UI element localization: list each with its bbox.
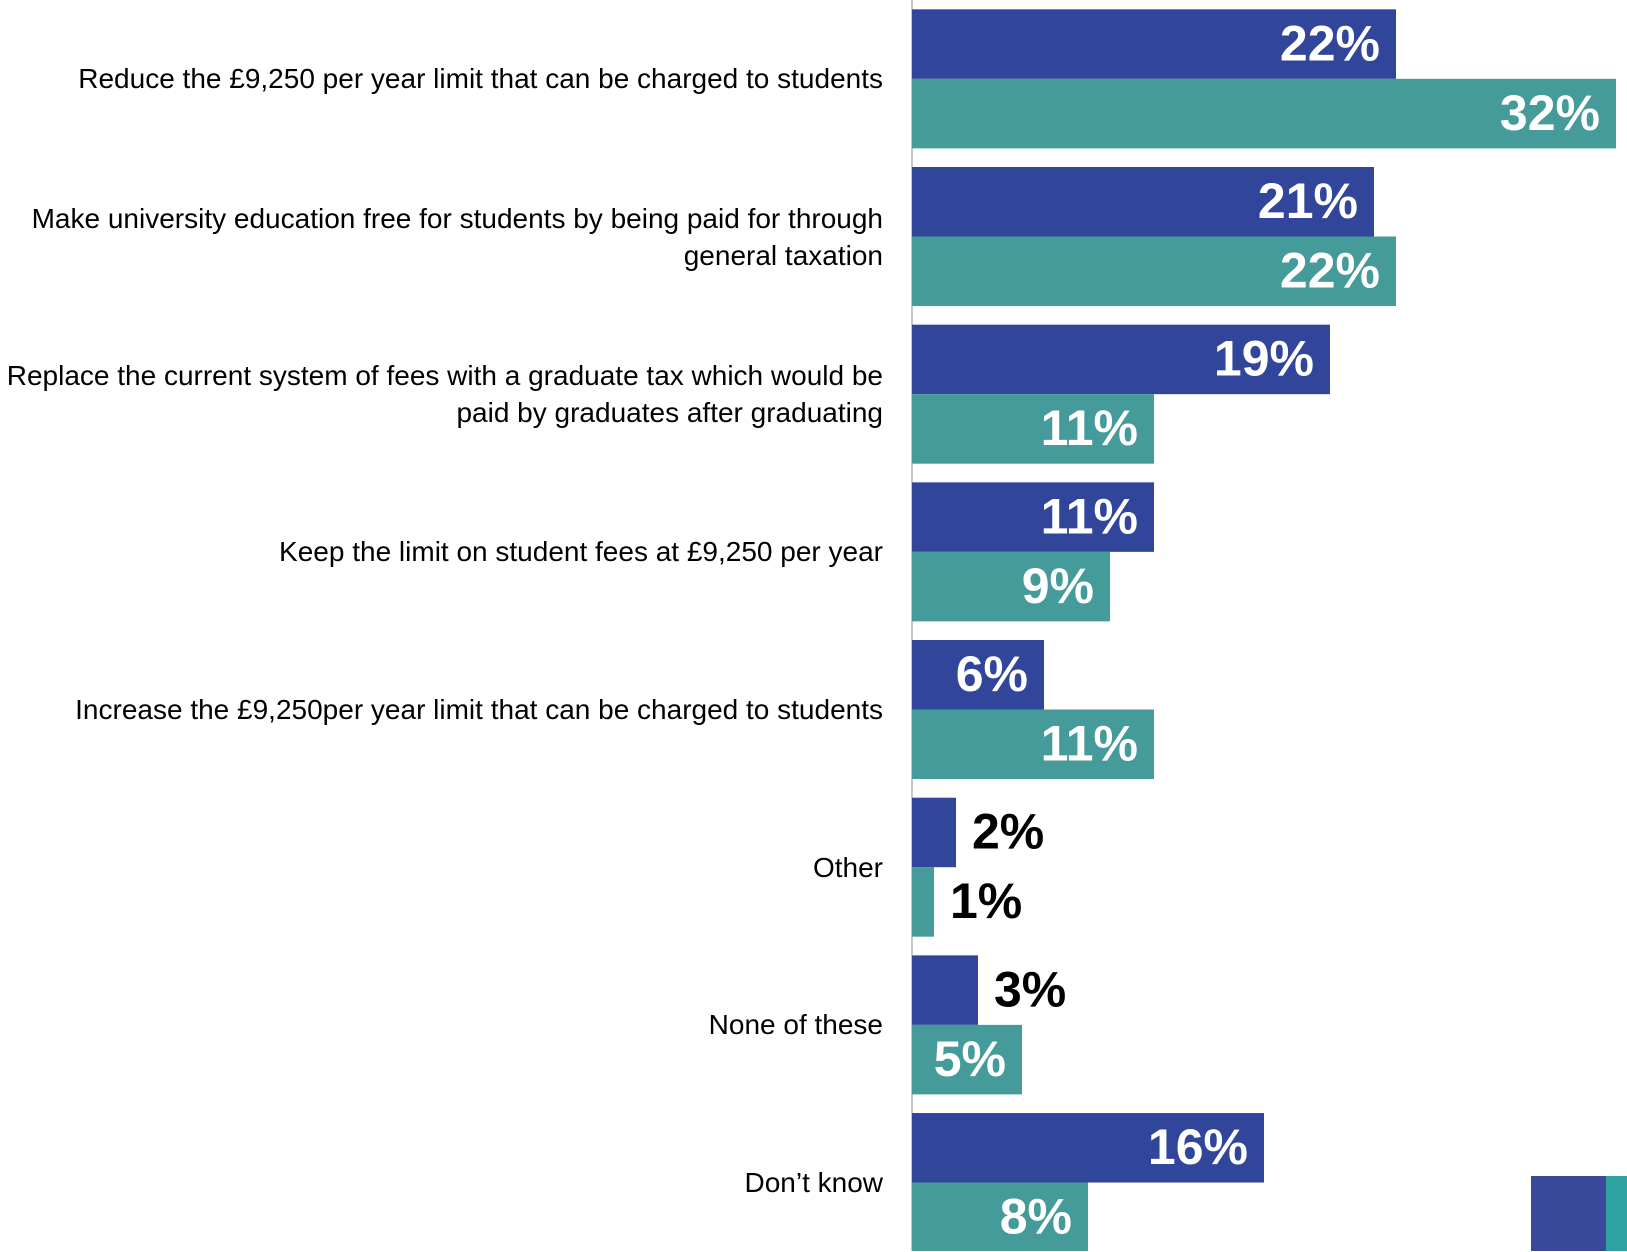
category-label: Keep the limit on student fees at £9,250… (279, 536, 883, 568)
value-label: 2% (972, 804, 1044, 860)
bar (912, 9, 1396, 79)
value-label: 22% (1280, 15, 1380, 71)
bar (912, 955, 978, 1025)
value-label: 6% (956, 646, 1028, 702)
value-label: 1% (950, 873, 1022, 929)
value-label: 11% (1041, 715, 1138, 771)
value-label: 9% (1022, 558, 1094, 614)
logo-accent (1606, 1176, 1627, 1251)
value-label: 8% (1000, 1188, 1072, 1244)
value-label: 3% (994, 961, 1066, 1017)
bar (912, 78, 1616, 149)
value-label: 11% (1041, 400, 1138, 456)
bar (912, 1182, 1088, 1251)
category-label: Other (812, 851, 883, 883)
category-label: Make university education free for stude… (31, 202, 883, 271)
value-label: 22% (1280, 242, 1380, 298)
value-label: 21% (1258, 173, 1358, 229)
category-label: Replace the current system of fees with … (6, 360, 883, 429)
bar (912, 867, 934, 937)
bar (912, 394, 1154, 464)
category-label: Increase the £9,250per year limit that c… (75, 694, 883, 726)
category-label: None of these (708, 1009, 883, 1041)
bar (912, 236, 1396, 307)
bar (912, 1113, 1264, 1183)
value-label: 19% (1214, 331, 1314, 387)
category-label: Reduce the £9,250 per year limit that ca… (78, 63, 883, 95)
bar (912, 709, 1154, 780)
bar (912, 482, 1154, 552)
value-label: 11% (1041, 488, 1138, 544)
bar (912, 640, 1044, 710)
value-label: 16% (1148, 1119, 1248, 1175)
bar (912, 167, 1374, 237)
value-label: 5% (934, 1031, 1006, 1087)
bar (912, 324, 1330, 395)
bar (912, 797, 956, 868)
category-label: Don’t know (744, 1167, 883, 1199)
value-label: 32% (1500, 85, 1600, 141)
logo (1531, 1176, 1606, 1251)
bar (912, 551, 1110, 622)
bar (912, 1024, 1022, 1095)
